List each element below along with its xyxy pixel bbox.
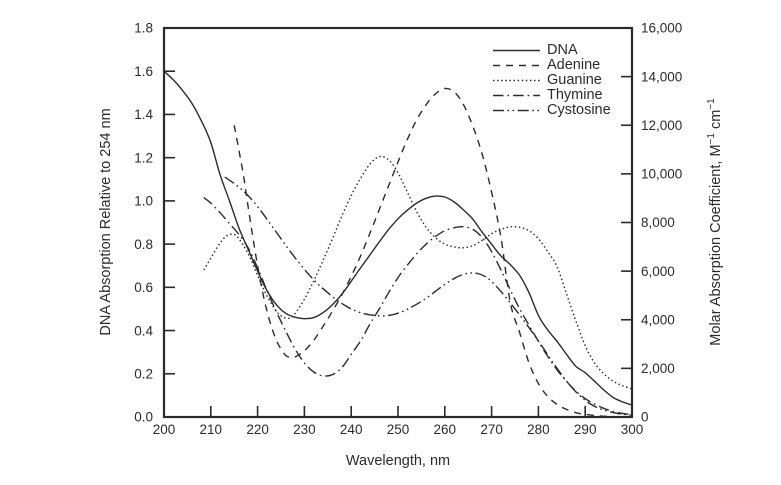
- legend-label: Thymine: [547, 87, 603, 103]
- y-left-tick-label: 0.6: [134, 280, 153, 295]
- guanine-curve: [203, 155, 633, 390]
- legend-label: Cystosine: [547, 102, 611, 118]
- y-right-tick-label: 0: [641, 410, 649, 425]
- legend-line-sample: [493, 64, 540, 67]
- dna-curve: [163, 70, 633, 406]
- legend-item-adenine: Adenine: [493, 58, 611, 73]
- y-left-tick-label: 1.6: [134, 64, 153, 79]
- superscript-exponent: −1: [706, 133, 718, 145]
- x-axis-label: Wavelength, nm: [345, 453, 451, 469]
- y-left-tick-label: 1.2: [134, 150, 153, 165]
- y-right-axis-label: Molar Absorption Coefficient, M−1 cm−1: [706, 98, 724, 346]
- y-left-tick-label: 0.4: [134, 323, 153, 338]
- legend-line-sample: [493, 49, 540, 52]
- legend-item-cystosine: Cystosine: [493, 103, 611, 118]
- x-tick-label: 200: [153, 422, 176, 437]
- cystosine-curve: [224, 176, 633, 416]
- y-right-tick-label: 2,000: [641, 361, 675, 376]
- y-left-axis-label: DNA Absorption Relative to 254 nm: [98, 108, 114, 336]
- y-left-tick-label: 0.0: [134, 410, 153, 425]
- legend-line-sample: [493, 79, 540, 82]
- x-tick-label: 300: [621, 422, 644, 437]
- x-tick-label: 240: [340, 422, 363, 437]
- x-tick-label: 290: [574, 422, 597, 437]
- y-right-axis-label-text: Molar Absorption Coefficient, M: [708, 144, 724, 346]
- x-tick-label: 210: [200, 422, 223, 437]
- legend-line-sample: [493, 94, 540, 97]
- y-right-axis-label-text: cm: [708, 109, 724, 134]
- y-right-tick-label: 16,000: [641, 21, 682, 36]
- y-right-tick-label: 14,000: [641, 69, 682, 84]
- x-tick-label: 260: [434, 422, 457, 437]
- legend-line-sample: [493, 109, 540, 112]
- y-right-tick-label: 4,000: [641, 312, 675, 327]
- legend-item-thymine: Thymine: [493, 88, 611, 103]
- x-tick-label: 220: [246, 422, 269, 437]
- superscript-exponent: −1: [706, 98, 718, 110]
- x-tick-label: 250: [387, 422, 410, 437]
- y-left-tick-label: 1.8: [134, 21, 153, 36]
- y-right-tick-label: 12,000: [641, 118, 682, 133]
- y-right-tick-label: 8,000: [641, 215, 675, 230]
- x-tick-label: 270: [480, 422, 503, 437]
- x-tick-label: 280: [527, 422, 550, 437]
- y-right-tick-label: 6,000: [641, 264, 675, 279]
- y-left-tick-label: 0.8: [134, 237, 153, 252]
- x-tick-label: 230: [293, 422, 316, 437]
- y-left-tick-label: 1.0: [134, 194, 153, 209]
- legend: DNA Adenine Guanine Thymine Cystosine: [493, 43, 611, 118]
- y-left-tick-label: 0.2: [134, 366, 153, 381]
- adenine-curve: [233, 87, 633, 418]
- legend-label: Guanine: [547, 72, 602, 88]
- legend-label: DNA: [547, 42, 578, 58]
- thymine-curve: [203, 197, 633, 416]
- legend-label: Adenine: [547, 57, 601, 73]
- y-left-tick-label: 1.4: [134, 107, 153, 122]
- legend-item-guanine: Guanine: [493, 73, 611, 88]
- legend-item-dna: DNA: [493, 43, 611, 58]
- y-right-tick-label: 10,000: [641, 167, 682, 182]
